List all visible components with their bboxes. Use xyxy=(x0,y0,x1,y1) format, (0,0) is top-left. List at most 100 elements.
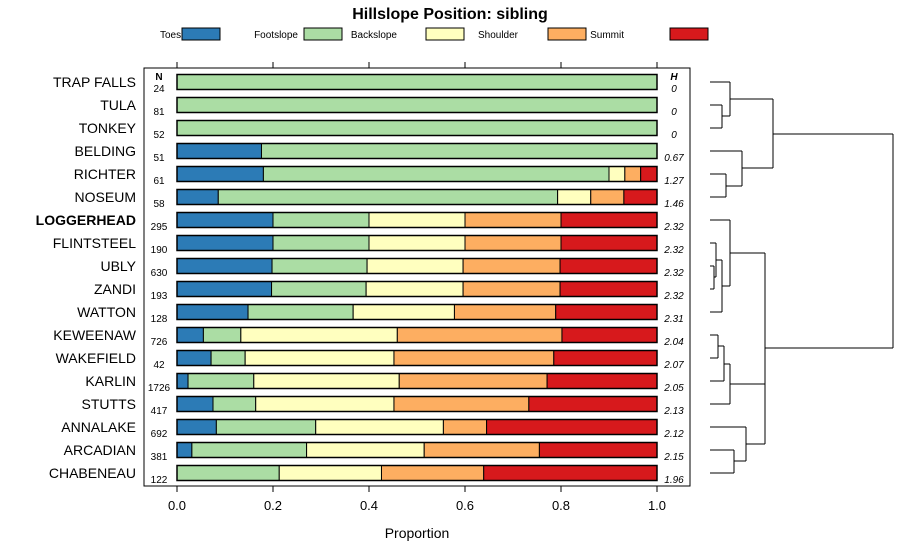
row-label: KEWEENAW xyxy=(53,327,136,343)
row-n-value: 58 xyxy=(153,199,165,210)
bar-row: ZANDI 193 2.32 xyxy=(94,280,684,302)
bar-row: KEWEENAW 726 2.04 xyxy=(53,326,684,348)
bar-segment-shoulder xyxy=(464,212,562,228)
row-h-value: 2.15 xyxy=(663,452,684,463)
legend-label-summit: Summit xyxy=(590,30,624,41)
row-n-value: 1726 xyxy=(148,383,171,394)
legend-label-footslope: Footslope xyxy=(254,30,298,41)
row-h-value: 2.31 xyxy=(663,314,683,325)
bar-outline xyxy=(176,165,658,183)
bar-row: TRAP FALLS 24 0 xyxy=(53,73,677,95)
row-n-value: 692 xyxy=(151,429,168,440)
bar-outline xyxy=(176,464,658,482)
row-h-value: 2.32 xyxy=(663,222,684,233)
bar-segment-shoulder xyxy=(453,304,557,320)
bar-segment-shoulder xyxy=(398,373,548,389)
bar-segment-shoulder xyxy=(590,189,625,205)
bar-segment-footslope xyxy=(191,442,308,458)
x-tick-label: 0.4 xyxy=(360,498,378,513)
row-h-value: 2.04 xyxy=(663,337,684,348)
bar-outline xyxy=(176,211,658,229)
bar-segment-footslope xyxy=(202,327,242,343)
bar-segment-summit xyxy=(560,212,658,228)
bar-row: LOGGERHEAD 295 2.32 xyxy=(36,211,684,233)
bar-row: TONKEY 52 0 xyxy=(79,119,677,141)
row-n-value: 51 xyxy=(153,153,165,164)
bar-segment-toeslope xyxy=(176,419,217,435)
plot-frame xyxy=(143,67,691,487)
dendrogram xyxy=(710,81,894,474)
bar-row: WATTON 128 2.31 xyxy=(77,303,684,325)
bar-segment-shoulder xyxy=(462,258,561,274)
row-n-value: 381 xyxy=(151,452,168,463)
bar-segment-toeslope xyxy=(176,373,189,389)
row-h-value: 1.46 xyxy=(664,199,684,210)
row-n-value: 81 xyxy=(153,107,165,118)
bar-outline xyxy=(176,188,658,206)
bar-outline xyxy=(176,418,658,436)
bar-segment-summit xyxy=(560,235,658,251)
row-h-value: 2.32 xyxy=(663,268,684,279)
bar-segment-footslope xyxy=(210,350,246,366)
row-n-value: 190 xyxy=(151,245,168,256)
row-h-value: 2.05 xyxy=(663,383,684,394)
row-label: WAKEFIELD xyxy=(56,350,136,366)
row-label: LOGGERHEAD xyxy=(36,212,136,228)
bar-segment-summit xyxy=(640,166,658,182)
legend-label-backslope: Backslope xyxy=(351,30,398,41)
row-n-value: 52 xyxy=(153,130,165,141)
bar-row: FLINTSTEEL 190 2.32 xyxy=(53,234,684,256)
bar-segment-summit xyxy=(546,373,658,389)
bar-row: BELDING 51 0.67 xyxy=(75,142,684,164)
bar-segment-summit xyxy=(559,281,658,297)
row-n-value: 295 xyxy=(151,222,168,233)
bar-rows: TRAP FALLS 24 0 TULA 81 0 TONKEY 52 0 BELDING 51 0.… xyxy=(36,73,684,486)
dendrogram-branch xyxy=(710,334,765,405)
bar-segment-backslope xyxy=(315,419,444,435)
bar-segment-summit xyxy=(486,419,658,435)
bar-segment-summit xyxy=(538,442,658,458)
bar-row: NOSEUM 58 1.46 xyxy=(75,188,684,210)
bar-outline xyxy=(176,119,658,137)
bar-segment-shoulder xyxy=(624,166,642,182)
row-h-value: 2.32 xyxy=(663,245,684,256)
bar-segment-backslope xyxy=(253,373,400,389)
bar-segment-footslope xyxy=(215,419,317,435)
bar-row: UBLY 630 2.32 xyxy=(100,257,684,279)
row-label: NOSEUM xyxy=(75,189,136,205)
bar-segment-footslope xyxy=(212,396,257,412)
row-h-value: 0 xyxy=(671,107,677,118)
bar-segment-shoulder xyxy=(393,396,530,412)
legend-swatch-shoulder xyxy=(547,27,587,41)
bar-segment-summit xyxy=(561,327,658,343)
n-column-header: N xyxy=(155,72,162,83)
legend-swatch-summit xyxy=(669,27,709,41)
bar-segment-toeslope xyxy=(176,281,273,297)
row-label: WATTON xyxy=(77,304,136,320)
x-tick-label: 0.0 xyxy=(168,498,186,513)
row-n-value: 24 xyxy=(153,84,165,95)
bar-segment-summit xyxy=(559,258,658,274)
bar-segment-toeslope xyxy=(176,235,274,251)
legend-swatch-backslope xyxy=(425,27,465,41)
row-n-value: 61 xyxy=(153,176,165,187)
row-n-value: 193 xyxy=(151,291,168,302)
bar-segment-toeslope xyxy=(176,442,193,458)
row-label: KARLIN xyxy=(85,373,136,389)
bar-segment-toeslope xyxy=(176,396,214,412)
bar-segment-backslope xyxy=(368,235,466,251)
dendrogram-branch xyxy=(710,134,894,474)
bar-segment-backslope xyxy=(608,166,626,182)
row-label: RICHTER xyxy=(74,166,136,182)
bar-outline xyxy=(176,73,658,91)
bar-segment-summit xyxy=(483,465,658,481)
bar-outline xyxy=(176,326,658,344)
x-tick-label: 1.0 xyxy=(648,498,666,513)
legend-label-toeslope: Toeslope xyxy=(160,30,200,41)
bar-segment-backslope xyxy=(240,327,398,343)
bar-segment-toeslope xyxy=(176,143,262,159)
bar-segment-summit xyxy=(623,189,658,205)
bar-segment-shoulder xyxy=(393,350,555,366)
row-label: ANNALAKE xyxy=(61,419,136,435)
